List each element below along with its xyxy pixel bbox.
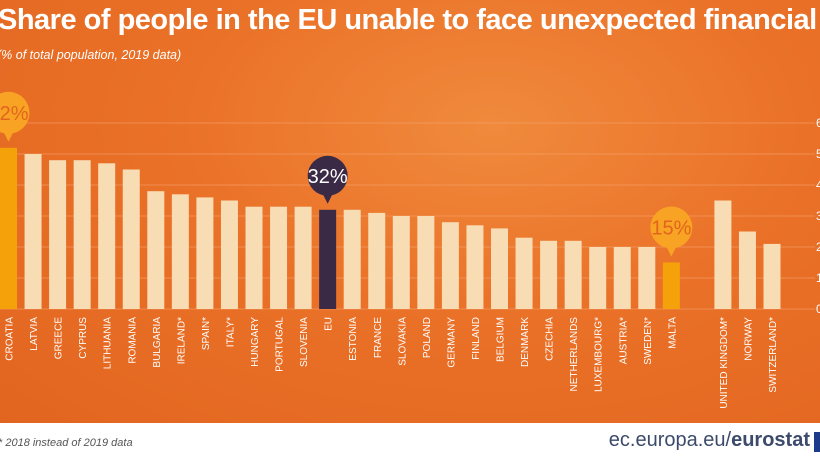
bar-finland: [466, 225, 484, 309]
bar-romania: [122, 169, 140, 309]
bar-denmark: [515, 237, 533, 309]
footnote: * 2018 instead of 2019 data: [0, 437, 133, 449]
x-tick-label: POLAND: [422, 317, 433, 358]
bar-latvia: [24, 154, 42, 309]
callout-bubble: [307, 155, 348, 196]
x-tick-label: UNITED KINGDOM*: [719, 317, 730, 409]
bar-spain-: [196, 197, 214, 309]
eu-flag-icon: [814, 432, 820, 452]
y-tick-label: 50: [816, 147, 820, 161]
bar-switzerland-: [763, 243, 781, 309]
y-tick-label: 20: [816, 240, 820, 254]
x-tick-label: ESTONIA: [348, 317, 359, 361]
x-tick-label: FINLAND: [471, 317, 482, 360]
bar-czechia: [540, 240, 558, 309]
bar-france: [368, 212, 386, 309]
bar-greece: [49, 160, 67, 309]
bar-ireland-: [171, 194, 189, 309]
bar-poland: [417, 216, 435, 309]
x-tick-label: HUNGARY: [250, 317, 261, 367]
y-tick-label: 10: [816, 271, 820, 285]
x-tick-label: SLOVAKIA: [397, 317, 408, 366]
callout-bubble: [0, 91, 30, 134]
x-tick-label: GERMANY: [446, 317, 457, 368]
x-tick-label: SWEDEN*: [643, 317, 654, 365]
x-tick-label: LITHUANIA: [103, 317, 114, 370]
bar-lithuania: [98, 163, 116, 309]
x-tick-label: SLOVENIA: [299, 317, 310, 367]
x-tick-label: FRANCE: [373, 317, 384, 358]
x-tick-label: CROATIA: [5, 317, 16, 361]
x-tick-label: GREECE: [54, 317, 65, 360]
x-tick-label: LATVIA: [29, 317, 40, 351]
callout-label: 52%: [0, 103, 29, 125]
callout-label: 32%: [308, 166, 348, 188]
bar-belgium: [491, 228, 508, 309]
bar-netherlands: [564, 240, 582, 309]
bar-croatia: [0, 147, 17, 309]
bar-malta: [662, 262, 680, 309]
y-tick-label: 40: [816, 178, 820, 192]
x-tick-label: AUSTRIA*: [618, 317, 629, 364]
x-tick-label: BELGIUM: [496, 317, 507, 362]
x-tick-label: IRELAND*: [176, 317, 187, 364]
x-tick-label: SPAIN*: [201, 317, 212, 350]
bar-luxembourg-: [589, 247, 607, 309]
y-tick-label: 0: [816, 302, 820, 316]
source-credit[interactable]: ec.europa.eu/eurostat: [609, 429, 810, 452]
bar-norway: [738, 231, 756, 309]
bar-sweden-: [638, 247, 656, 309]
x-tick-label: NORWAY: [743, 317, 754, 361]
callout-pointer: [3, 131, 14, 142]
x-tick-label: LUXEMBOURG*: [594, 317, 605, 392]
x-tick-label: DENMARK: [520, 317, 531, 367]
x-tick-label: NETHERLANDS: [569, 317, 580, 392]
source-brand: eurostat: [731, 429, 810, 451]
x-tick-label: CYPRUS: [78, 317, 89, 359]
bar-austria-: [613, 247, 631, 309]
x-tick-label: ITALY*: [225, 317, 236, 347]
callout-pointer: [666, 246, 677, 257]
x-tick-label: PORTUGAL: [275, 317, 286, 372]
bar-eu: [319, 209, 337, 309]
bar-germany: [441, 222, 459, 309]
callout-label: 15%: [651, 218, 691, 240]
y-tick-label: 30: [816, 209, 820, 223]
bar-slovakia: [392, 216, 410, 309]
callout-pointer: [322, 193, 333, 204]
bar-bulgaria: [147, 191, 165, 309]
callout-bubble: [650, 206, 693, 249]
x-tick-label: MALTA: [667, 317, 678, 349]
bar-hungary: [245, 206, 263, 309]
y-tick-label: 60: [816, 116, 820, 130]
chart-subtitle: (% of total population, 2019 data): [0, 48, 182, 62]
x-tick-label: SWITZERLAND*: [768, 317, 779, 393]
bar-united-kingdom-: [714, 200, 732, 309]
bar-cyprus: [73, 160, 91, 309]
footer: * 2018 instead of 2019 data ec.europa.eu…: [0, 423, 820, 461]
x-tick-label: BULGARIA: [152, 317, 163, 368]
x-tick-label: ROMANIA: [127, 317, 138, 364]
bar-portugal: [270, 206, 288, 309]
bar-estonia: [343, 209, 361, 309]
source-domain: ec.europa.eu/: [608, 429, 732, 451]
chart-title: Share of people in the EU unable to face…: [0, 4, 820, 36]
bar-italy-: [220, 200, 238, 309]
x-tick-label: EU: [324, 317, 335, 331]
bar-slovenia: [294, 206, 312, 309]
bar-chart: 0 10 20 30 40 50 60 CROATIA LATVIA GREECE CYPRUS LI…: [0, 91, 820, 409]
x-tick-label: CZECHIA: [545, 317, 556, 361]
